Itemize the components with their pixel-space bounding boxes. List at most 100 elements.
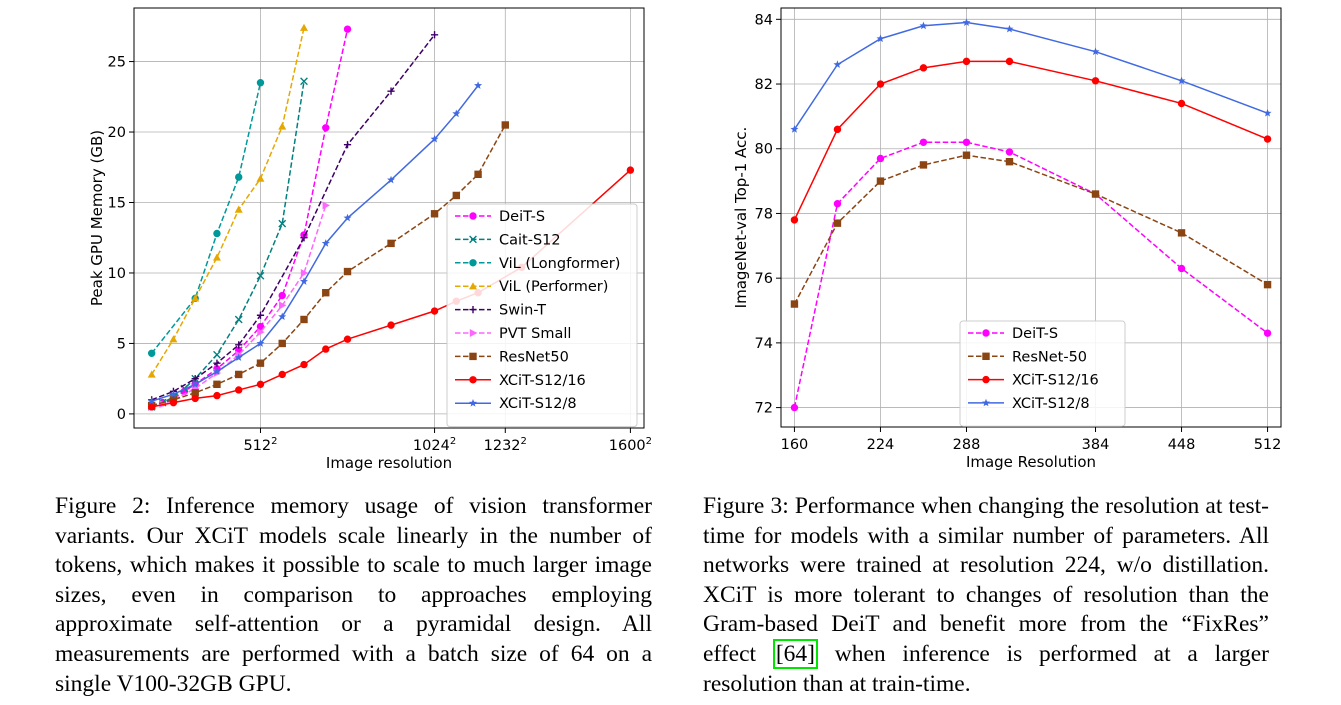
series-line-vil-performer: [151, 27, 305, 375]
data-point-xcit-s12-8: [212, 367, 221, 376]
data-point-swin-t: [430, 31, 439, 39]
data-point-xcit-s12-16: [387, 321, 395, 329]
data-point-deit-s: [790, 403, 799, 412]
data-point-xcit-s12-16: [919, 64, 928, 72]
series-line-swin-t: [151, 34, 436, 401]
data-point-xcit-s12-16: [833, 125, 842, 134]
data-point-swin-t: [235, 341, 243, 349]
data-point-xcit-s12-16: [1263, 135, 1272, 143]
data-point-deit-s: [876, 154, 885, 163]
x-tick-label: 512: [1254, 437, 1282, 453]
legend-marker-deit-s: [469, 212, 477, 220]
data-point-pvt-small: [279, 301, 287, 310]
x-tick-label: 224: [867, 437, 895, 453]
data-point-pvt-small: [300, 268, 309, 277]
data-point-xcit-s12-8: [919, 21, 928, 30]
legend: DeiT-S Cait-S12 ViL (Longformer) ViL (Perfo…: [446, 203, 638, 428]
data-point-resnet-50: [1263, 280, 1272, 289]
data-point-resnet-50: [962, 151, 971, 159]
legend-label-swin-t: Swin-T: [499, 303, 546, 319]
x-tick-exponent: 2: [646, 436, 652, 447]
data-point-deit-s: [833, 200, 842, 208]
data-point-xcit-s12-16: [278, 370, 286, 379]
series-line-deit-s: [793, 141, 1269, 408]
legend-label-xcit-s12-8: XCiT-S12/8: [1012, 396, 1090, 412]
y-tick-label: 72: [755, 401, 773, 417]
data-point-resnet-50: [1177, 229, 1186, 237]
x-tick-exponent: 2: [271, 436, 277, 447]
data-point-deit-s: [1263, 329, 1272, 337]
data-point-vil-performer: [278, 122, 287, 130]
axes-frame: [780, 7, 1282, 428]
data-point-vil-longformer: [256, 78, 265, 87]
figure-3-caption-text: Figure 3: Performance when changing the …: [703, 493, 1269, 667]
y-tick-label: 80: [755, 142, 773, 158]
series-line-cait-s12: [151, 81, 305, 408]
legend-box: [959, 320, 1126, 427]
data-point-resnet50: [387, 239, 395, 248]
data-point-xcit-s12-8: [474, 81, 483, 89]
data-point-xcit-s12-8: [321, 239, 330, 247]
data-point-resnet50: [474, 170, 482, 179]
data-point-resnet50: [501, 121, 509, 129]
data-point-xcit-s12-16: [1005, 57, 1014, 66]
legend-marker-cait-s12: [469, 235, 477, 244]
data-point-xcit-s12-8: [234, 353, 243, 361]
x-tick-base: 512: [243, 438, 271, 454]
data-point-xcit-s12-8: [300, 277, 308, 285]
data-point-xcit-s12-8: [452, 109, 461, 118]
y-axis-label: ImageNet-val Top-1 Acc.: [732, 127, 750, 309]
legend-marker-resnet50: [469, 352, 477, 361]
data-point-vil-performer: [300, 23, 308, 31]
data-point-xcit-s12-8: [387, 175, 396, 184]
legend-label-resnet-50: ResNet-50: [1012, 349, 1087, 365]
data-point-vil-performer: [191, 294, 200, 302]
y-tick-label: 0: [117, 407, 126, 423]
x-tick-label: 16002: [609, 436, 652, 454]
x-tick-exponent: 2: [450, 436, 456, 447]
data-point-cait-s12: [213, 350, 221, 359]
data-point-xcit-s12-16: [235, 386, 243, 394]
data-point-xcit-s12-16: [962, 57, 971, 66]
data-point-swin-t: [256, 311, 265, 319]
data-point-swin-t: [343, 141, 352, 149]
data-point-resnet50: [300, 315, 308, 324]
data-point-resnet50: [452, 191, 461, 200]
data-point-deit-s: [1005, 148, 1014, 156]
legend-label-cait-s12: Cait-S12: [499, 232, 561, 248]
data-point-cait-s12: [278, 219, 287, 228]
data-point-deit-s: [962, 138, 971, 146]
x-tick-label: 384: [1082, 437, 1110, 453]
data-point-resnet-50: [790, 300, 799, 308]
data-point-xcit-s12-16: [790, 216, 799, 224]
series-line-vil-longformer: [151, 82, 262, 354]
data-point-xcit-s12-8: [147, 397, 156, 405]
data-point-vil-performer: [147, 370, 156, 378]
data-point-xcit-s12-16: [876, 80, 885, 88]
data-point-xcit-s12-8: [169, 389, 178, 398]
figure-3-caption: Figure 3: Performance when changing the …: [703, 492, 1269, 699]
legend-label-pvt-small: PVT Small: [499, 326, 571, 342]
x-tick-base: 1600: [609, 438, 646, 454]
citation-link-64[interactable]: [64]: [772, 638, 818, 669]
series-line-resnet-50: [793, 154, 1268, 305]
figure-2-caption: Figure 2: Inference memory usage of visi…: [55, 493, 652, 697]
legend-marker-xcit-s12-16: [469, 376, 477, 384]
data-point-xcit-s12-16: [147, 403, 156, 411]
data-point-resnet50: [343, 267, 352, 276]
data-point-pvt-small: [322, 201, 330, 210]
legend-label-xcit-s12-8: XCiT-S12/8: [499, 396, 577, 412]
legend-marker-vil-longformer: [469, 259, 477, 267]
data-point-xcit-s12-16: [169, 398, 178, 407]
legend-marker-xcit-s12-8: [982, 398, 990, 407]
y-tick-label: 15: [108, 195, 126, 211]
data-point-vil-performer: [256, 174, 265, 182]
legend: DeiT-S ResNet-50 XCiT-S12/16 XCiT-S12/8: [959, 320, 1126, 427]
legend-label-xcit-s12-16: XCiT-S12/16: [1012, 373, 1099, 389]
data-point-vil-performer: [234, 205, 243, 213]
data-point-vil-longformer: [213, 229, 221, 238]
data-point-vil-longformer: [147, 349, 156, 358]
data-point-vil-longformer: [235, 173, 243, 181]
y-tick-label: 5: [117, 336, 126, 352]
